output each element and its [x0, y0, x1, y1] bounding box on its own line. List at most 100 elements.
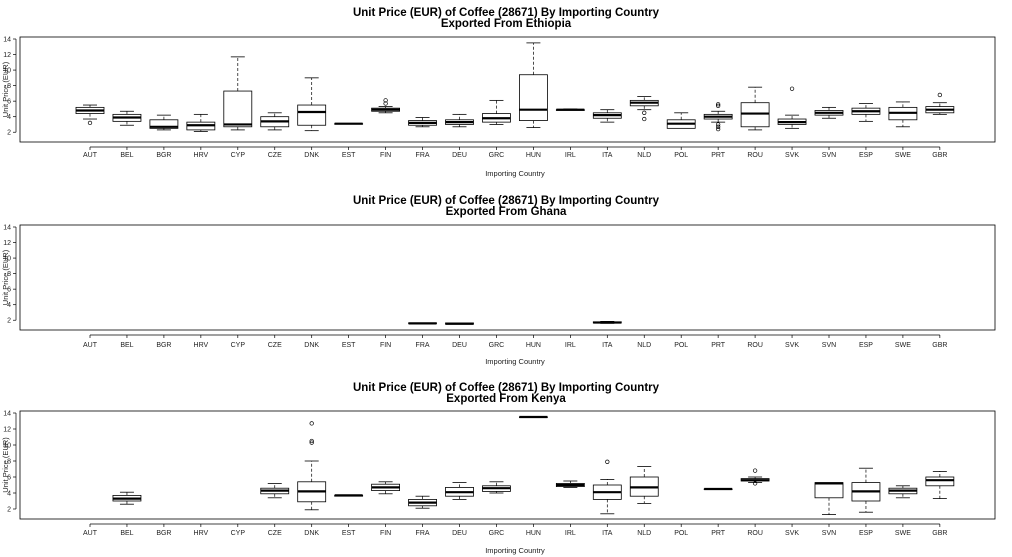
box-rou — [740, 468, 770, 486]
x-tick-label: ITA — [602, 342, 613, 349]
x-tick-label: BGR — [156, 342, 171, 349]
x-tick-label: PRT — [711, 342, 726, 349]
x-tick-label: IRL — [565, 152, 576, 159]
box-fra — [408, 495, 437, 509]
x-tick-label: POL — [674, 342, 688, 349]
box-ita — [592, 320, 622, 324]
box-bel — [112, 110, 142, 126]
y-tick-label: 4 — [7, 491, 11, 498]
x-tick-label: ESP — [859, 152, 873, 159]
box-iqr — [814, 482, 844, 499]
x-tick-label: SVK — [785, 152, 799, 159]
x-tick-label: SVK — [785, 342, 799, 349]
box-nld — [629, 466, 659, 504]
box-esp — [851, 467, 881, 513]
y-tick-label: 14 — [3, 37, 11, 44]
box-grc — [482, 99, 511, 125]
box-svn — [814, 482, 844, 515]
x-tick-label: AUT — [83, 530, 98, 537]
box-prt — [703, 102, 733, 132]
box-prt — [703, 487, 733, 491]
box-iqr — [149, 119, 179, 129]
x-tick-label: HUN — [526, 152, 541, 159]
y-tick-label: 10 — [3, 443, 11, 450]
outlier-point — [716, 122, 721, 127]
y-tick-label: 8 — [7, 271, 11, 278]
x-tick-label: SVN — [822, 342, 836, 349]
x-tick-label: POL — [674, 530, 688, 537]
box-nld — [629, 96, 659, 122]
x-tick-label: ITA — [602, 530, 613, 537]
box-iqr — [519, 74, 548, 121]
x-tick-label: ROU — [747, 152, 763, 159]
outlier-point — [87, 120, 93, 126]
y-tick-label: 2 — [7, 507, 11, 514]
box-irl — [555, 480, 585, 488]
y-tick-label: 12 — [3, 240, 11, 247]
x-tick-label: CYP — [231, 342, 246, 349]
y-tick-label: 6 — [7, 99, 11, 106]
x-tick-label: HRV — [194, 530, 209, 537]
x-tick-label: DNK — [304, 152, 319, 159]
box-aut — [75, 104, 105, 126]
box-fin — [371, 98, 401, 114]
outlier-point — [752, 481, 758, 486]
box-fra — [408, 117, 437, 128]
plot-frame — [19, 36, 996, 143]
x-tick-label: FIN — [380, 342, 391, 349]
panel-kenya: Unit Price (EUR) of Coffee (28671) By Im… — [1, 382, 996, 555]
x-tick-label: FIN — [380, 152, 391, 159]
box-swe — [888, 485, 918, 499]
x-tick-label: ROU — [747, 342, 763, 349]
x-tick-label: DNK — [304, 342, 319, 349]
chart-subtitle: Exported From Kenya — [446, 393, 566, 405]
x-tick-label: GBR — [932, 342, 947, 349]
x-tick-label: CZE — [268, 342, 282, 349]
y-tick-label: 4 — [7, 302, 11, 309]
box-est — [334, 122, 364, 125]
box-deu — [445, 482, 474, 500]
x-tick-label: BEL — [120, 152, 133, 159]
box-cyp — [223, 56, 253, 131]
x-tick-label: NLD — [637, 342, 651, 349]
outlier-point — [383, 98, 388, 103]
y-tick-label: 4 — [7, 114, 11, 121]
outlier-point — [716, 126, 721, 132]
box-bgr — [149, 114, 179, 131]
y-tick-label: 10 — [3, 256, 11, 263]
x-tick-label: EST — [342, 530, 356, 537]
box-svn — [814, 106, 844, 119]
x-tick-label: SVN — [822, 530, 836, 537]
x-tick-label: ESP — [859, 342, 873, 349]
box-bel — [112, 491, 142, 505]
outlier-point — [752, 468, 758, 473]
x-tick-label: IRL — [565, 530, 576, 537]
x-axis-label: Importing Country — [485, 357, 545, 366]
x-tick-label: FRA — [416, 530, 430, 537]
x-tick-label: CZE — [268, 530, 282, 537]
x-tick-label: DEU — [452, 530, 467, 537]
y-tick-label: 6 — [7, 475, 11, 482]
box-esp — [851, 103, 881, 122]
y-tick-label: 8 — [7, 83, 11, 90]
x-tick-label: CYP — [231, 530, 246, 537]
x-tick-label: SWE — [895, 342, 911, 349]
x-tick-label: DEU — [452, 152, 467, 159]
x-tick-label: CYP — [231, 152, 246, 159]
y-tick-label: 10 — [3, 68, 11, 75]
y-axis-label: Unit Price (EUR) — [1, 437, 10, 493]
box-dnk — [297, 421, 327, 511]
x-tick-label: SWE — [895, 152, 911, 159]
x-tick-label: NLD — [637, 152, 651, 159]
x-tick-label: BEL — [120, 342, 133, 349]
outlier-point — [309, 438, 314, 444]
x-tick-label: HUN — [526, 342, 541, 349]
box-grc — [482, 481, 511, 494]
x-tick-label: SVK — [785, 530, 799, 537]
outlier-point — [383, 101, 388, 106]
x-tick-label: FIN — [380, 530, 391, 537]
y-tick-label: 12 — [3, 427, 11, 434]
box-pol — [666, 112, 696, 129]
x-tick-label: IRL — [565, 342, 576, 349]
box-cze — [260, 482, 290, 499]
